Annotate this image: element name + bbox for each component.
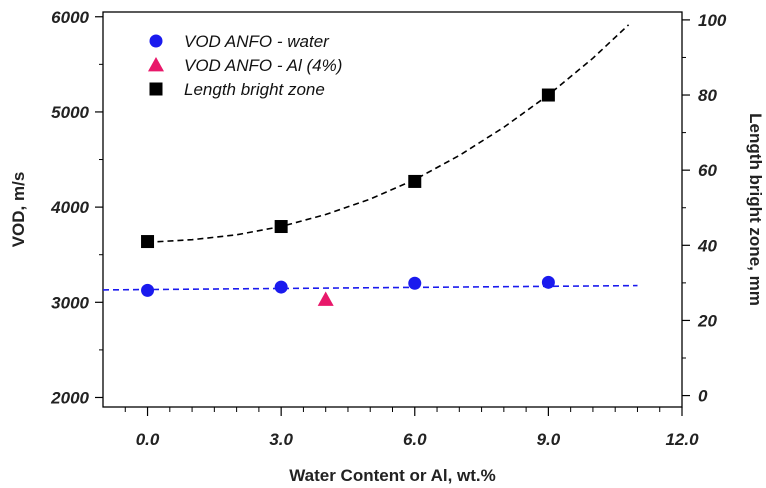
x-axis-title: Water Content or Al, wt.% xyxy=(289,466,496,485)
legend-marker-square xyxy=(149,82,163,96)
data-point-circle xyxy=(408,276,422,290)
y-tick-label: 2000 xyxy=(50,388,89,407)
data-point-square xyxy=(274,220,288,234)
x-tick-label: 0.0 xyxy=(136,430,160,449)
x-tick-label: 3.0 xyxy=(269,430,293,449)
data-point-square xyxy=(408,174,422,188)
y2-tick-label: 60 xyxy=(698,161,717,180)
x-tick-label: 6.0 xyxy=(403,430,427,449)
data-point-square xyxy=(541,88,555,102)
legend-marker-triangle xyxy=(148,57,164,72)
legend-label: VOD ANFO - water xyxy=(184,32,330,51)
data-point-circle xyxy=(541,275,555,289)
y-axis-title: VOD, m/s xyxy=(9,172,28,248)
legend-label: Length bright zone xyxy=(184,80,325,99)
trendline-1 xyxy=(102,284,638,291)
y2-tick-label: 0 xyxy=(698,387,708,406)
y2-tick-label: 80 xyxy=(698,86,717,105)
y-tick-label: 5000 xyxy=(51,103,89,122)
y2-tick-label: 20 xyxy=(697,311,717,330)
data-point-circle xyxy=(141,283,155,297)
y-tick-label: 3000 xyxy=(51,293,89,312)
x-tick-label: 12.0 xyxy=(665,430,699,449)
legend-label: VOD ANFO - Al (4%) xyxy=(184,56,342,75)
trendline-2 xyxy=(147,24,630,244)
y2-tick-label: 100 xyxy=(698,11,727,30)
data-point-square xyxy=(141,235,155,249)
y2-axis-title: Length bright zone, mm xyxy=(746,113,765,306)
legend-marker-circle xyxy=(149,34,163,48)
y2-tick-label: 40 xyxy=(697,236,717,255)
y-tick-label: 6000 xyxy=(51,8,89,27)
data-point-triangle xyxy=(317,291,334,306)
y-tick-label: 4000 xyxy=(50,198,89,217)
data-point-circle xyxy=(274,280,288,294)
x-tick-label: 9.0 xyxy=(537,430,561,449)
